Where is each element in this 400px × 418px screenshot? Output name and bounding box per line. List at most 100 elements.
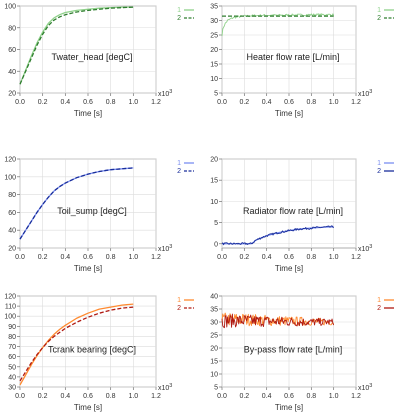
x-tick-label: 1.0 [329, 254, 339, 261]
legend-label: 1 [177, 160, 181, 167]
chart-panel-6: 0.0 0.2 0.4 0.6 0.8 1.0 1.2 5 10 15 20 25 30 35 40 Time… [210, 294, 394, 412]
x-tick-label: 0.2 [239, 254, 249, 261]
x-tick-label: 1.0 [128, 99, 138, 106]
y-tick-label: 30 [8, 385, 16, 392]
y-tick-label: 60 [8, 354, 16, 361]
y-tick-label: 100 [4, 174, 16, 181]
y-tick-label: 100 [4, 4, 16, 11]
legend-label: 2 [377, 15, 381, 22]
x-tick-label: 1.0 [329, 99, 339, 106]
y-tick-label: 40 [8, 374, 16, 381]
x-tick-label: 0.6 [83, 393, 93, 400]
x-tick-label: 1.2 [351, 99, 361, 106]
x-multiplier: x103 [358, 89, 372, 98]
x-multiplier-exponent: 3 [169, 383, 172, 389]
series-line-2 [19, 306, 134, 382]
x-multiplier-exponent: 3 [169, 89, 172, 95]
x-tick-label: 0.0 [15, 393, 25, 400]
x-tick-label: 0.0 [217, 254, 227, 261]
y-tick-label: 50 [8, 364, 16, 371]
y-tick-label: 100 [4, 314, 16, 321]
y-tick-label: 15 [210, 62, 218, 69]
y-tick-label: 60 [8, 47, 16, 54]
x-tick-label: 1.0 [329, 393, 339, 400]
x-tick-label: 0.0 [217, 393, 227, 400]
y-tick-label: 120 [4, 157, 16, 164]
y-tick-label: 20 [8, 246, 16, 253]
legend-label: 2 [177, 305, 181, 312]
x-tick-label: 0.4 [60, 393, 70, 400]
series-line-2 [221, 225, 334, 246]
legend-label: 2 [177, 15, 181, 22]
x-tick-label: 0.2 [38, 254, 48, 261]
y-tick-label: 0 [214, 241, 218, 248]
x-axis-label: Time [s] [275, 109, 303, 118]
x-multiplier: x103 [158, 89, 172, 98]
x-tick-label: 1.2 [151, 99, 161, 106]
legend-label: 2 [177, 168, 181, 175]
y-tick-label: 120 [4, 294, 16, 301]
chart-panel-4: 0.0 0.2 0.4 0.6 0.8 1.0 1.2 0 5 10 15 20 Time [s] x10… [210, 157, 394, 273]
series-line-1 [19, 303, 134, 386]
x-multiplier-exponent: 3 [369, 383, 372, 389]
x-multiplier: x103 [358, 383, 372, 392]
x-tick-label: 0.8 [306, 393, 316, 400]
y-tick-label: 15 [210, 359, 218, 366]
y-tick-label: 35 [210, 307, 218, 314]
y-tick-label: 40 [8, 69, 16, 76]
chart-title: Tcrank bearing [degC] [48, 344, 136, 354]
legend-label: 2 [377, 168, 381, 175]
x-tick-label: 1.2 [351, 393, 361, 400]
y-tick-label: 30 [210, 320, 218, 327]
x-axis-label: Time [s] [275, 403, 303, 412]
chart-title: Radiator flow rate [L/min] [243, 206, 343, 216]
y-tick-label: 5 [214, 220, 218, 227]
x-tick-label: 0.8 [106, 99, 116, 106]
y-tick-label: 80 [8, 334, 16, 341]
y-tick-label: 60 [8, 210, 16, 217]
y-tick-label: 20 [210, 346, 218, 353]
y-tick-label: 40 [210, 294, 218, 301]
x-tick-label: 0.6 [83, 254, 93, 261]
x-tick-label: 0.0 [15, 99, 25, 106]
x-multiplier-exponent: 3 [369, 89, 372, 95]
x-axis-label: Time [s] [74, 109, 102, 118]
x-tick-label: 0.4 [60, 254, 70, 261]
x-axis-label: Time [s] [74, 264, 102, 273]
chart-title: By-pass flow rate [L/min] [244, 344, 343, 354]
y-tick-label: 20 [8, 91, 16, 98]
x-axis-label: Time [s] [74, 403, 102, 412]
chart-panel-3: 0.0 0.2 0.4 0.6 0.8 1.0 1.2 20 40 60 80 100 120 Time … [4, 157, 194, 273]
y-tick-label: 5 [214, 385, 218, 392]
chart-panel-5: 0.0 0.2 0.4 0.6 0.8 1.0 1.23040506070809010011… [4, 294, 194, 412]
x-multiplier: x103 [158, 244, 172, 253]
y-tick-label: 5 [214, 91, 218, 98]
x-tick-label: 0.8 [306, 99, 316, 106]
x-multiplier: x103 [358, 244, 372, 253]
legend-label: 1 [177, 297, 181, 304]
chart-title: Toil_sump [degC] [57, 206, 127, 216]
x-tick-label: 0.0 [15, 254, 25, 261]
x-tick-label: 0.8 [106, 254, 116, 261]
y-tick-label: 35 [210, 4, 218, 11]
x-tick-label: 1.2 [351, 254, 361, 261]
x-tick-label: 1.0 [128, 254, 138, 261]
x-multiplier: x103 [158, 383, 172, 392]
x-tick-label: 0.2 [239, 99, 249, 106]
x-tick-label: 0.4 [262, 254, 272, 261]
chart-panel-2: 0.0 0.2 0.4 0.6 0.8 1.0 1.2 5 10 15 20 25 30 35 Time [… [210, 4, 394, 118]
y-tick-label: 30 [210, 18, 218, 25]
y-tick-label: 40 [8, 228, 16, 235]
chart-panel-1: 0.0 0.2 0.4 0.6 0.8 1.0 1.2 20 40 60 80 100 Time [s]… [4, 4, 194, 118]
y-tick-label: 70 [8, 344, 16, 351]
x-axis-label: Time [s] [275, 264, 303, 273]
x-tick-label: 1.2 [151, 254, 161, 261]
y-tick-label: 80 [8, 25, 16, 32]
series-line-2 [221, 313, 335, 329]
x-tick-label: 0.4 [262, 393, 272, 400]
x-tick-label: 0.8 [306, 254, 316, 261]
x-tick-label: 0.0 [217, 99, 227, 106]
x-tick-label: 0.6 [284, 99, 294, 106]
series-line-2 [19, 6, 134, 85]
